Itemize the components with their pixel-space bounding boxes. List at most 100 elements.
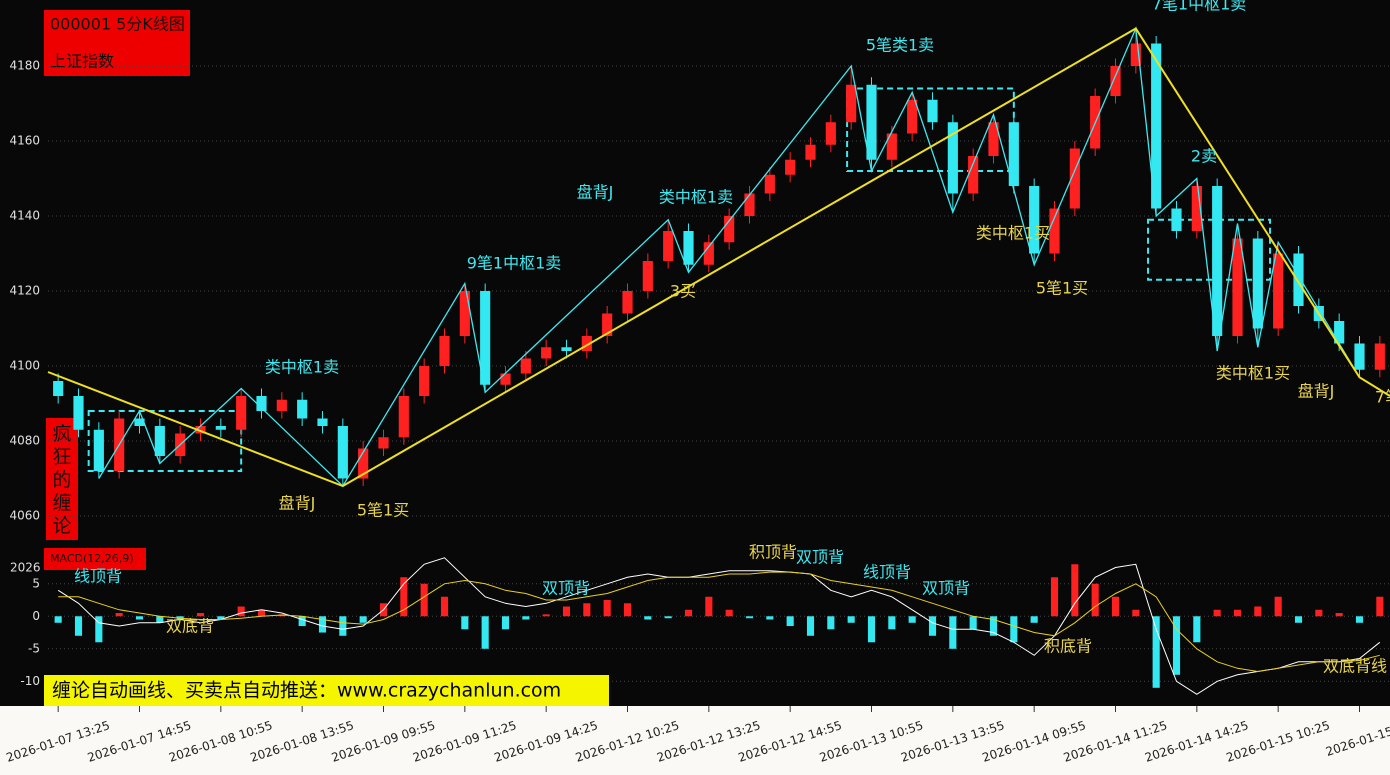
annotation: 5笔1买: [1036, 279, 1088, 298]
candle-body: [1069, 148, 1080, 209]
macd-bar: [623, 603, 632, 617]
watermark-char: 疯: [52, 423, 71, 445]
candle-body: [907, 99, 918, 134]
candle-body: [581, 336, 592, 351]
macd-bar: [1376, 596, 1384, 617]
macd-bar: [847, 616, 855, 623]
macd-bar: [1315, 609, 1323, 617]
y-tick-label: 4080: [9, 434, 40, 448]
macd-bar: [1132, 609, 1140, 617]
candle-body: [1232, 238, 1243, 336]
y-tick-label: -5: [28, 641, 40, 655]
macd-bar: [888, 616, 896, 630]
macd-bar: [644, 616, 652, 620]
candle-body: [276, 399, 287, 411]
macd-bar: [1335, 613, 1343, 617]
macd-bar: [1111, 596, 1120, 617]
annotation: 盘背J: [1298, 382, 1335, 401]
candle-body: [1252, 238, 1263, 329]
macd-bar: [949, 616, 957, 649]
macd-bar: [806, 616, 815, 636]
macd-bar: [705, 596, 713, 617]
watermark-char: 狂: [52, 446, 71, 468]
candle-body: [1008, 122, 1019, 186]
macd-bar: [74, 616, 83, 636]
candle-body: [236, 396, 247, 430]
annotation: 积顶背: [749, 543, 797, 562]
annotation: 双顶背: [922, 579, 970, 598]
background: [0, 0, 1390, 706]
header-box: [44, 10, 190, 76]
candle-body: [439, 336, 450, 366]
y-tick-label: 4140: [9, 209, 40, 223]
candle-body: [1354, 343, 1365, 370]
candle-body: [1151, 43, 1162, 209]
macd-bar: [786, 616, 794, 627]
macd-bar: [827, 616, 835, 630]
candle-body: [358, 448, 369, 479]
candle-body: [825, 122, 836, 145]
macd-bar: [1172, 616, 1181, 675]
zhongshu-box: [87, 410, 243, 472]
macd-bar: [1294, 616, 1303, 623]
candle-body: [744, 193, 755, 216]
annotation: 3买: [670, 282, 696, 301]
candle-body: [1130, 43, 1141, 66]
candle-body: [541, 347, 552, 359]
candle-body: [398, 396, 409, 438]
candle-body: [93, 429, 104, 471]
candle-body: [1191, 186, 1202, 231]
macd-bar: [684, 609, 693, 617]
macd-bar: [1233, 609, 1242, 617]
macd-bar: [54, 616, 62, 623]
chart-title: 000001 5分K线图: [50, 15, 185, 34]
macd-title: MACD(12,26,9): [50, 552, 134, 565]
macd-bar: [400, 577, 408, 617]
candle-body: [134, 418, 145, 426]
candle-body: [317, 418, 328, 426]
candle-body: [480, 291, 491, 385]
candle-body: [1293, 253, 1304, 306]
candle-body: [683, 231, 694, 265]
footer-text: 缠论自动画线、买卖点自动推送：www.crazychanlun.com: [52, 680, 561, 702]
macd-title-box: [44, 548, 146, 570]
segment-line: [47, 27, 1390, 488]
candle-body: [602, 313, 613, 336]
annotation: 5笔1买: [357, 501, 409, 520]
annotation: 类中枢1买: [976, 224, 1050, 243]
macd-bar: [1254, 606, 1262, 617]
candle-body: [1273, 253, 1284, 329]
macd-bar: [1213, 609, 1221, 617]
candle-body: [947, 122, 958, 194]
macd-bar: [318, 616, 327, 633]
annotation: 双底背: [166, 617, 214, 636]
candle-body: [53, 381, 64, 396]
y-tick-label: 4100: [9, 359, 40, 373]
macd-bar: [603, 600, 611, 617]
watermark-box: [46, 418, 78, 540]
candle-body: [642, 261, 653, 291]
candle-body: [561, 347, 572, 351]
candle-body: [419, 366, 430, 396]
macd-line: [58, 571, 1380, 673]
candle-body: [297, 399, 308, 419]
annotation: 盘背J: [279, 494, 316, 513]
candle-body: [805, 144, 816, 160]
candle-body: [215, 426, 226, 430]
macd-bar: [1030, 616, 1038, 623]
macd-bar: [542, 614, 550, 617]
y-tick-label: 4060: [9, 509, 40, 523]
candle-body: [703, 242, 714, 265]
macd-bar: [1355, 616, 1364, 623]
footer-banner: [44, 675, 609, 706]
macd-bar: [1152, 616, 1160, 688]
watermark: 疯狂的缠论: [52, 423, 71, 537]
annotation: 5笔类1卖: [866, 36, 934, 55]
macd-bar: [867, 616, 876, 643]
annotation: 2卖: [1191, 147, 1217, 166]
macd-bar: [481, 616, 489, 649]
candle-body: [968, 156, 979, 194]
candle-body: [927, 99, 938, 123]
annotation: 类中枢1买: [1216, 364, 1290, 383]
